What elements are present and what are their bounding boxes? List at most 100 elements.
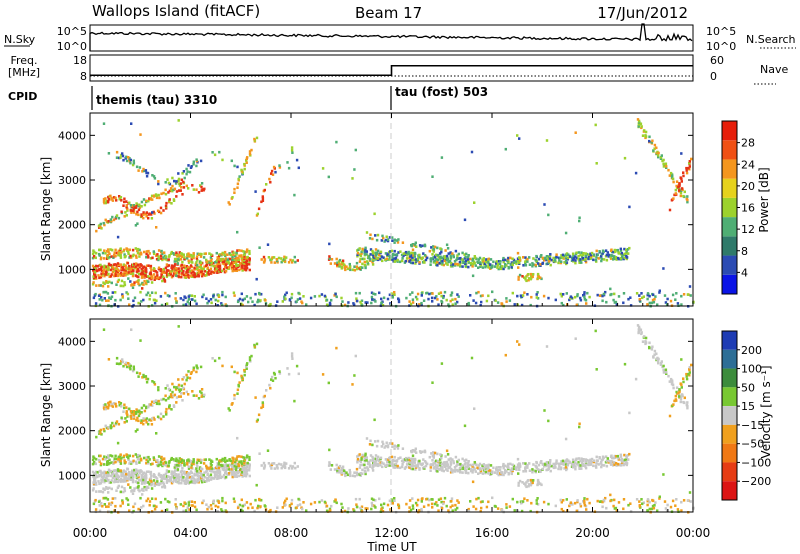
power-cell-2355 — [187, 295, 190, 298]
velocity-cell-2179 — [258, 497, 261, 501]
power-cell-2364 — [107, 152, 111, 155]
velocity-cell-241 — [170, 475, 174, 479]
velocity-cell-2121 — [445, 504, 448, 508]
velocity-cell-821 — [160, 398, 163, 402]
power-cell-643 — [199, 255, 203, 258]
power-cell-1993 — [305, 303, 308, 306]
velocity-cell-582 — [164, 464, 167, 467]
power-cell-1890 — [653, 298, 656, 301]
velocity-cell-1066 — [275, 464, 278, 467]
power-cell-1971 — [516, 303, 519, 306]
power-cell-831 — [172, 188, 175, 192]
power-cell-678 — [226, 258, 229, 261]
velocity-cell-2364 — [107, 358, 111, 361]
velocity-cell-805 — [142, 404, 146, 407]
velocity-cell-2200 — [535, 502, 538, 505]
power-cell-228 — [165, 269, 168, 272]
power-cell-1921 — [612, 298, 615, 302]
velocity-cell-204 — [154, 476, 157, 479]
power-cell-1584 — [577, 257, 580, 261]
velocity-cell-1859 — [678, 388, 681, 391]
power-cell-1245 — [402, 252, 405, 255]
velocity-cell-488 — [100, 462, 103, 466]
velocity-cell-1348 — [449, 462, 453, 465]
velocity-cell-1065 — [276, 465, 279, 469]
power-cell-1619 — [595, 256, 598, 259]
velocity-cell-130 — [131, 478, 135, 481]
power-cell-136 — [133, 262, 136, 266]
velocity-cell-1062 — [273, 467, 276, 470]
velocity-cell-320 — [194, 468, 198, 472]
power-cell-1897 — [127, 297, 130, 300]
power-cell-932 — [200, 185, 203, 189]
velocity-cell-1226 — [392, 458, 395, 462]
power-cell-2039 — [642, 295, 645, 298]
velocity-cell-2322 — [254, 396, 257, 399]
power-cell-904 — [159, 206, 163, 210]
velocity-cell-2021 — [411, 497, 414, 500]
power-cell-872 — [128, 201, 131, 205]
velocity-cell-340 — [202, 473, 205, 477]
velocity-cell-1760 — [530, 482, 533, 486]
velocity-cell-1409 — [481, 464, 484, 467]
velocity-cell-1432 — [493, 471, 497, 474]
power-cell-149 — [137, 269, 140, 273]
power-cell-2358 — [680, 152, 683, 155]
velocity-cell-547 — [138, 454, 141, 458]
velocity-cell-643 — [199, 461, 203, 464]
velocity-cell-512 — [114, 454, 117, 458]
velocity-cell-1924 — [104, 496, 108, 500]
velocity-cell-661 — [216, 465, 219, 468]
power-cell-903 — [159, 211, 163, 215]
power-cell-43 — [104, 273, 107, 276]
power-cell-2113 — [641, 296, 644, 300]
power-cell-1592 — [580, 251, 583, 254]
velocity-cell-1979 — [579, 504, 583, 508]
velocity-cell-1490 — [524, 462, 527, 465]
velocity-cell-1366 — [461, 471, 464, 474]
power-cell-739 — [127, 277, 130, 280]
power-cell-1418 — [487, 265, 490, 268]
power-cell-1377 — [464, 255, 467, 259]
velocity-cell-453 — [243, 473, 246, 477]
power-cell-1709 — [401, 241, 405, 244]
power-cell-1927 — [629, 304, 633, 307]
power-cell-1098 — [333, 262, 337, 265]
nave-label: Nave — [760, 63, 788, 76]
power-cell-1057 — [267, 256, 271, 259]
velocity-cell-2206 — [184, 509, 188, 512]
velocity-cell-1353 — [454, 468, 457, 472]
velocity-cell-1461 — [507, 462, 510, 466]
power-cell-819 — [158, 196, 161, 200]
velocity-cell-1998 — [646, 499, 649, 503]
power-cell-628 — [189, 253, 193, 257]
power-cell-1692 — [376, 233, 380, 237]
velocity-cell-348 — [205, 469, 209, 472]
velocity-cell-1123 — [349, 471, 352, 474]
velocity-cell-1024 — [245, 363, 248, 367]
power-cell-544 — [138, 255, 141, 258]
power-ytick-label-3000: 3000 — [58, 174, 86, 187]
velocity-cell-1440 — [497, 466, 501, 469]
power-cell-1697 — [384, 238, 388, 242]
velocity-cell-370 — [215, 473, 218, 477]
power-cell-1161 — [358, 247, 361, 250]
power-cell-2302 — [516, 134, 519, 137]
power-cell-1648 — [610, 248, 613, 252]
velocity-cell-2051 — [132, 505, 135, 509]
velocity-cell-1746 — [467, 460, 470, 463]
velocity-cell-881 — [136, 416, 139, 420]
power-cell-2004 — [373, 298, 376, 302]
velocity-cell-644 — [200, 458, 203, 462]
power-cell-1349 — [451, 264, 454, 268]
velocity-cell-115 — [127, 477, 131, 480]
power-cell-1540 — [555, 255, 558, 259]
power-cell-1170 — [363, 251, 366, 254]
velocity-cell-280 — [182, 476, 185, 479]
velocity-cell-980 — [182, 376, 186, 379]
velocity-cell-433 — [235, 470, 238, 473]
power-cell-1027 — [248, 152, 252, 156]
velocity-cell-2224 — [103, 503, 106, 506]
power-cell-1333 — [443, 259, 447, 263]
